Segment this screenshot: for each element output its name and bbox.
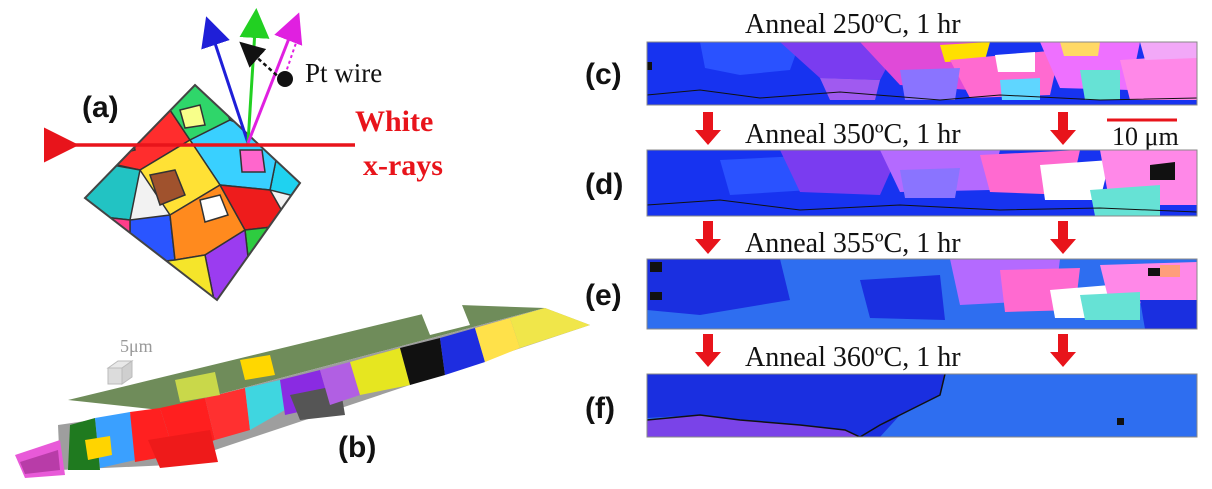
orientation-map-c — [647, 42, 1197, 105]
anneal-label-f: Anneal 360ºC, 1 hr — [745, 342, 961, 373]
blue-beam-arrow — [201, 16, 250, 144]
pt-wire-arrow — [239, 41, 283, 81]
panel-a: Pt wire White x-rays (a) — [43, 8, 443, 302]
pt-wire-label: Pt wire — [305, 58, 382, 88]
xray-label-line1: White — [355, 105, 433, 138]
orientation-map-e — [647, 259, 1197, 329]
down-arrow-icon — [1050, 112, 1076, 145]
scale-cube — [106, 360, 134, 385]
pt-wire-dot — [277, 71, 293, 87]
scale-bar-label: 10 μm — [1112, 122, 1179, 151]
panel-label-d: (d) — [585, 168, 623, 201]
green-beam-arrow — [239, 8, 270, 144]
diamond-outline — [83, 83, 302, 302]
panel-b: 5μm — [15, 300, 590, 478]
magenta-beam-arrow — [246, 12, 303, 144]
panel-label-b: (b) — [338, 431, 376, 464]
anneal-label-d: Anneal 350ºC, 1 hr — [745, 119, 961, 150]
right-panels: Anneal 250ºC, 1 hr Anneal 350ºC, 1 hr An… — [585, 9, 1198, 438]
down-arrow-icon — [695, 334, 721, 367]
panel-label-c: (c) — [585, 58, 622, 91]
down-arrow-icon — [1050, 221, 1076, 254]
panel-label-f: (f) — [585, 392, 615, 425]
down-arrow-icon — [1050, 334, 1076, 367]
down-arrow-icon — [695, 112, 721, 145]
orientation-map-f — [647, 374, 1197, 437]
orientation-map-d — [647, 150, 1197, 216]
down-arrow-icon — [695, 221, 721, 254]
magenta-dotted-beam — [284, 39, 298, 76]
scale-cube-label: 5μm — [120, 336, 153, 356]
anneal-label-c: Anneal 250ºC, 1 hr — [745, 9, 961, 40]
anneal-label-e: Anneal 355ºC, 1 hr — [745, 228, 961, 259]
transition-arrows — [695, 112, 1076, 367]
grain-bar-3d — [15, 300, 590, 478]
panel-label-a: (a) — [82, 91, 119, 124]
panel-label-e: (e) — [585, 279, 622, 312]
xray-label-line2: x-rays — [363, 149, 443, 182]
